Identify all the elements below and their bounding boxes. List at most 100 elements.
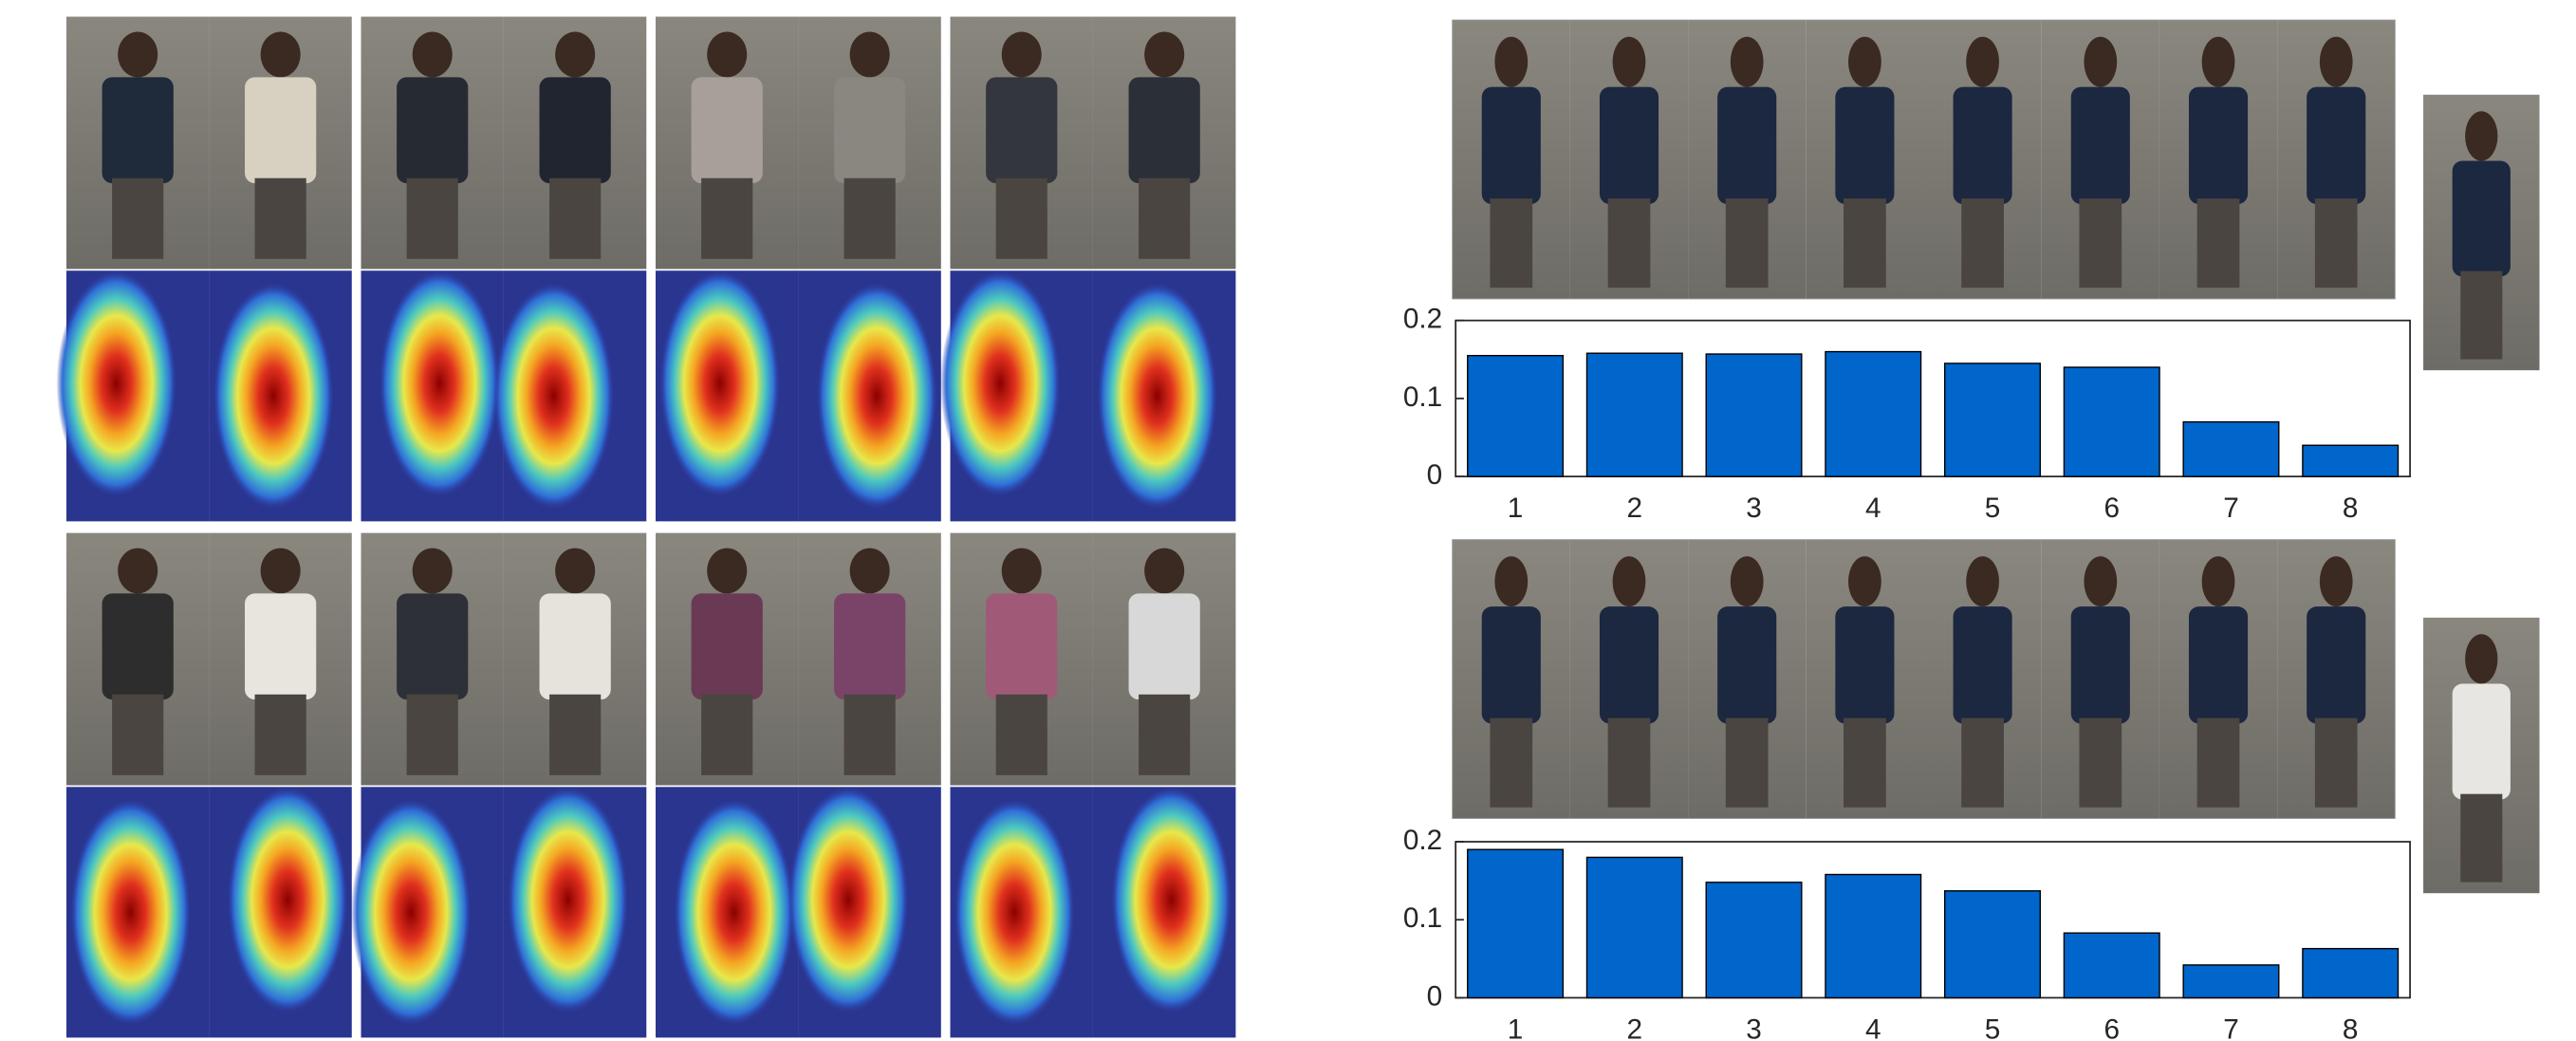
person-head	[1731, 37, 1764, 87]
person-body	[2189, 87, 2248, 204]
person-legs	[1844, 198, 1886, 288]
person-legs	[996, 178, 1047, 259]
person-legs	[2197, 198, 2240, 288]
person-head	[850, 32, 890, 78]
person-body	[1129, 77, 1200, 183]
heatmap	[660, 270, 780, 496]
person-body	[1954, 606, 2012, 723]
x-tick-label: 1	[1508, 493, 1524, 524]
person-head	[1494, 556, 1528, 606]
person-head	[2465, 111, 2497, 160]
x-tick-label: 7	[2223, 1013, 2239, 1041]
person-body	[986, 593, 1057, 699]
person-legs	[1961, 198, 2004, 288]
heatmap	[380, 270, 499, 496]
attention-grid	[56, 17, 1235, 1041]
x-tick-label: 5	[1985, 1013, 2001, 1041]
person-legs	[112, 178, 163, 259]
x-tick-label: 2	[1627, 493, 1643, 524]
bar	[2303, 949, 2399, 998]
person-head	[2320, 37, 2353, 87]
heatmap	[228, 787, 347, 1013]
person-body	[1717, 87, 1776, 204]
person-head	[850, 548, 890, 594]
person-head	[1494, 37, 1528, 87]
person-legs	[844, 695, 896, 775]
person-legs	[2079, 718, 2122, 808]
x-tick-label: 2	[1627, 1013, 1643, 1041]
bar	[1706, 883, 1802, 998]
person-head	[555, 548, 595, 594]
bar	[1825, 875, 1921, 998]
person-head	[1848, 556, 1881, 606]
person-body	[1600, 606, 1659, 723]
bar	[2183, 422, 2279, 477]
x-tick-label: 8	[2343, 493, 2359, 524]
person-head	[261, 32, 301, 78]
person-legs	[1726, 718, 1769, 808]
person-head	[2084, 556, 2117, 606]
person-head	[2202, 37, 2235, 87]
person-body	[1717, 606, 1776, 723]
x-tick-label: 3	[1746, 1013, 1762, 1041]
person-head	[2202, 556, 2235, 606]
bar	[2064, 933, 2159, 997]
person-head	[1731, 556, 1764, 606]
person-body	[1954, 87, 2012, 204]
person-legs	[2079, 198, 2122, 288]
person-legs	[1961, 718, 2004, 808]
bar	[1945, 363, 2041, 476]
person-head	[1966, 37, 1999, 87]
person-body	[692, 77, 763, 183]
person-legs	[701, 695, 752, 775]
person-body	[245, 593, 316, 699]
y-tick-label: 0	[1427, 980, 1443, 1012]
person-body	[2307, 606, 2365, 723]
person-body	[1835, 606, 1894, 723]
x-tick-label: 6	[2103, 1013, 2120, 1041]
person-head	[1613, 37, 1646, 87]
heatmap	[1097, 283, 1216, 509]
x-tick-label: 6	[2103, 493, 2120, 524]
y-tick-label: 0.1	[1403, 381, 1442, 413]
person-legs	[112, 695, 163, 775]
person-legs	[2460, 794, 2502, 883]
heatmap	[213, 283, 333, 509]
person-body	[692, 593, 763, 699]
person-legs	[996, 695, 1047, 775]
bar	[1825, 352, 1921, 477]
person-body	[245, 77, 316, 183]
x-tick-label: 4	[1865, 1013, 1881, 1041]
person-head	[1002, 548, 1042, 594]
person-body	[1482, 87, 1541, 204]
x-tick-label: 8	[2343, 1013, 2359, 1041]
heatmap	[493, 283, 613, 509]
person-head	[2320, 556, 2353, 606]
person-legs	[1608, 718, 1651, 808]
heatmap	[817, 283, 936, 509]
heatmap	[56, 270, 176, 496]
x-tick-label: 7	[2223, 493, 2239, 524]
person-legs	[255, 695, 306, 775]
person-legs	[549, 695, 601, 775]
person-body	[2307, 87, 2365, 204]
person-body	[540, 593, 611, 699]
person-body	[2453, 160, 2511, 276]
person-legs	[1490, 198, 1532, 288]
bar	[2303, 445, 2399, 476]
page: {"chart_data": [ {"type": "bar", "catego…	[0, 0, 2576, 1041]
bar	[1586, 857, 1682, 997]
bar	[1468, 356, 1564, 476]
heatmap	[1112, 787, 1232, 1013]
person-legs	[1490, 718, 1532, 808]
person-head	[261, 548, 301, 594]
divider	[646, 17, 652, 525]
divider	[352, 533, 358, 1041]
divider	[941, 17, 947, 525]
person-head	[413, 548, 453, 594]
heatmap	[675, 799, 794, 1025]
person-legs	[2315, 198, 2358, 288]
person-legs	[407, 178, 458, 259]
person-legs	[407, 695, 458, 775]
